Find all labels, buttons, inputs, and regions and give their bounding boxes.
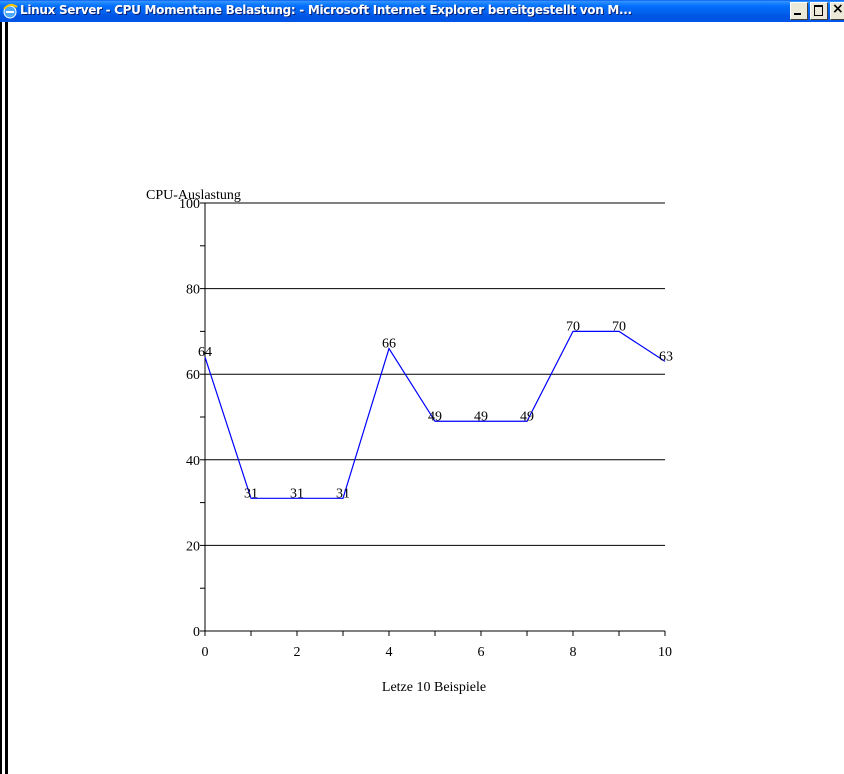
- cpu-series-line: [204, 330, 666, 499]
- x-tick-label: 2: [294, 645, 301, 660]
- y-axis-label: CPU-Auslastung: [146, 188, 241, 203]
- internet-explorer-icon: [3, 3, 18, 19]
- x-tick-label: 4: [386, 645, 393, 660]
- y-tick-label: 60: [186, 368, 200, 383]
- x-tick-label: 8: [570, 645, 577, 660]
- data-label: 63: [659, 349, 673, 364]
- data-label: 70: [612, 319, 626, 334]
- x-tick-label: 0: [202, 645, 209, 660]
- y-tick-label: 0: [193, 625, 200, 640]
- x-axis-label: Letze 10 Beispiele: [382, 680, 486, 695]
- data-label: 49: [474, 409, 488, 424]
- x-tick-label: 6: [478, 645, 485, 660]
- data-label: 49: [520, 409, 534, 424]
- close-icon: ×: [832, 1, 844, 17]
- y-tick-label: 80: [186, 283, 200, 298]
- title-bar[interactable]: Linux Server - CPU Momentane Belastung: …: [0, 0, 844, 22]
- y-tick-label: 40: [186, 454, 200, 469]
- maximize-button[interactable]: [810, 2, 828, 20]
- data-label: 31: [244, 486, 258, 501]
- data-label: 31: [336, 486, 350, 501]
- data-label: 70: [566, 319, 580, 334]
- minimize-button[interactable]: [790, 2, 808, 20]
- data-label: 49: [428, 409, 442, 424]
- window-frame-left: [0, 22, 8, 774]
- y-tick-label: 100: [179, 197, 200, 212]
- x-tick-label: 10: [658, 645, 672, 660]
- data-label: 31: [290, 486, 304, 501]
- close-button[interactable]: ×: [830, 1, 844, 20]
- y-tick-label: 20: [186, 539, 200, 554]
- data-label: 66: [382, 337, 396, 352]
- data-label: 64: [198, 345, 212, 360]
